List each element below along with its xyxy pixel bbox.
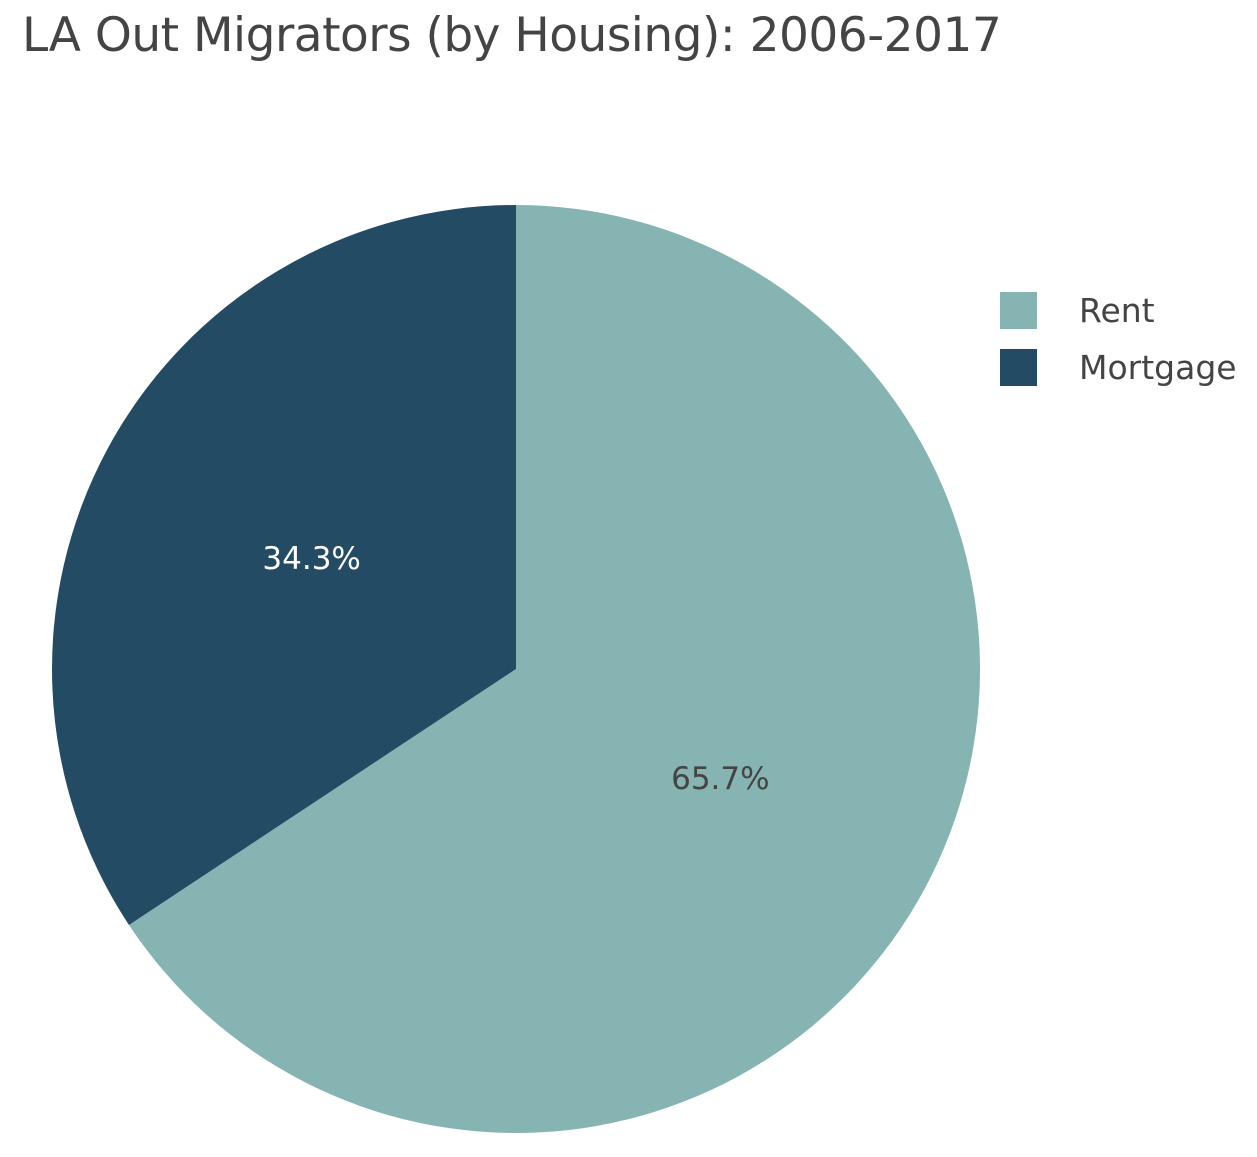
legend-swatch-rent (1000, 292, 1037, 329)
legend-label-rent: Rent (1079, 291, 1155, 330)
slice-label-rent: 65.7% (671, 761, 769, 797)
chart-title: LA Out Migrators (by Housing): 2006-2017 (22, 8, 1002, 63)
legend: Rent Mortgage (1000, 282, 1237, 396)
legend-item-rent[interactable]: Rent (1000, 282, 1237, 339)
legend-item-mortgage[interactable]: Mortgage (1000, 339, 1237, 396)
pie-slice-mortgage[interactable] (52, 205, 517, 925)
pie-slice-rent[interactable] (128, 205, 980, 1134)
legend-swatch-mortgage (1000, 349, 1037, 386)
slice-label-mortgage: 34.3% (262, 541, 360, 577)
legend-label-mortgage: Mortgage (1079, 348, 1237, 387)
